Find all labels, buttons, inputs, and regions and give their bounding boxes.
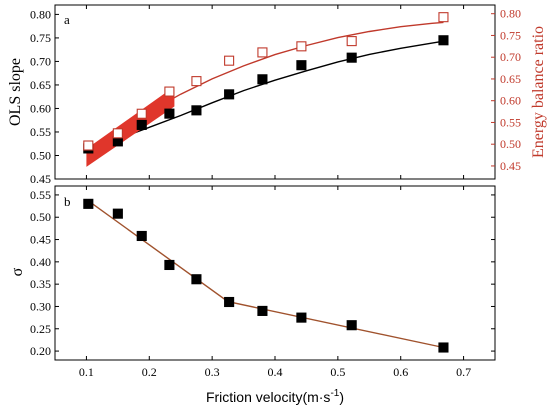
x-tick-label: 0.2 (142, 365, 157, 379)
energy-balance-point (438, 12, 449, 23)
y-tick-label: 0.30 (30, 299, 51, 313)
y-tick-label: 0.40 (30, 255, 51, 269)
ols-slope-point (296, 60, 307, 71)
y-tick-label: 0.45 (30, 233, 51, 247)
ols-slope-point (224, 89, 235, 100)
panel-a-fit-lines (86, 21, 444, 154)
panel-a-frame (54, 4, 496, 180)
y2-tick-label: 0.50 (500, 137, 521, 151)
energy-balance-point (224, 55, 235, 66)
energy-balance-point (191, 76, 202, 87)
energy-balance-point (296, 41, 307, 52)
x-tick-label: 0.5 (330, 365, 345, 379)
y-tick-label: 0.55 (30, 188, 51, 202)
y-tick-label: 0.45 (30, 172, 51, 186)
y2-tick-label: 0.65 (500, 72, 521, 86)
energy-balance-point (136, 108, 147, 119)
panel-a-ylabel: OLS slope (7, 58, 24, 126)
sigma-point (191, 274, 202, 285)
ols-slope-point (191, 105, 202, 116)
sigma-point (164, 259, 175, 271)
x-tick-label: 0.7 (456, 365, 471, 379)
y2-tick-label: 0.70 (500, 50, 521, 64)
y-tick-label: 0.70 (30, 54, 51, 68)
panel-a-letter: a (64, 12, 70, 27)
energy-balance-point (346, 36, 357, 47)
y-tick-label: 0.55 (30, 125, 51, 139)
energy-balance-point (257, 47, 268, 58)
energy-balance-highlight-band (86, 86, 175, 167)
sigma-point (136, 230, 147, 242)
x-axis-label-sup: -1 (330, 388, 339, 399)
panel-b-y-ticks: 0.20 0.25 0.30 0.35 0.40 0.45 0.50 0.55 (30, 188, 495, 358)
y-tick-label: 0.50 (30, 210, 51, 224)
sigma-point (346, 320, 357, 331)
ols-slope-point (346, 52, 357, 63)
panel-a-y2-ticks: 0.45 0.50 0.55 0.60 0.65 0.70 0.75 0.80 (491, 7, 521, 173)
panel-b-fit-lines (85, 198, 444, 349)
energy-balance-fit-line (86, 21, 444, 154)
x-tick-label: 0.3 (205, 365, 220, 379)
y-tick-label: 0.60 (30, 101, 51, 115)
y2-tick-label: 0.80 (500, 7, 521, 21)
y-tick-label: 0.75 (30, 31, 51, 45)
y2-tick-label: 0.75 (500, 28, 521, 42)
x-tick-label: 0.6 (393, 365, 408, 379)
panel-a-y2label: Energy balance ratio (530, 26, 547, 158)
y-tick-label: 0.25 (30, 322, 51, 336)
panel-b-letter: b (64, 194, 71, 209)
panel-b-points (83, 198, 449, 353)
sigma-point (296, 312, 307, 323)
energy-balance-point (83, 140, 94, 151)
panel-a: 0.45 0.50 0.55 0.60 0.65 0.70 0.75 0.80 0.45 0.5… (7, 4, 547, 186)
y-tick-label: 0.80 (30, 7, 51, 21)
sigma-point (438, 342, 449, 353)
ols-slope-point (257, 74, 268, 85)
x-tick-label: 0.1 (79, 365, 94, 379)
sigma-point (112, 208, 123, 219)
panel-b: 0.1 0.2 0.3 0.4 0.5 0.6 0.7 0.200.250.300.350.… (9, 185, 496, 379)
panel-a-points (83, 12, 449, 154)
energy-balance-point (112, 128, 123, 139)
energy-balance-point (164, 86, 175, 97)
ols-slope-point (136, 119, 147, 130)
ols-slope-fit-line (86, 40, 444, 152)
ols-slope-point (164, 108, 175, 119)
panel-a-x-ticks (85, 5, 465, 179)
x-axis-label-close: ) (339, 389, 344, 405)
panel-b-x-ticks: 0.1 0.2 0.3 0.4 0.5 0.6 0.7 (79, 186, 471, 379)
y-tick-label: 0.35 (30, 277, 51, 291)
panel-a-y-ticks: 0.45 0.50 0.55 0.60 0.65 0.70 0.75 0.80 (30, 7, 59, 186)
y-tick-label: 0.20 (30, 344, 51, 358)
y2-tick-label: 0.55 (500, 115, 521, 129)
sigma-point (257, 305, 268, 316)
ols-slope-point (438, 35, 449, 46)
x-tick-label: 0.4 (268, 365, 283, 379)
panel-a-highlight (86, 86, 175, 167)
y-tick-label: 0.65 (30, 78, 51, 92)
sigma-point (83, 198, 94, 209)
y2-tick-label: 0.45 (500, 159, 521, 173)
sigma-fit-line (85, 198, 444, 349)
x-axis-label: Friction velocity(m·s-1) (206, 388, 344, 405)
y-tick-label: 0.50 (30, 148, 51, 162)
x-axis-label-main: Friction velocity(m·s (206, 389, 330, 405)
panel-b-ylabel: σ (9, 267, 26, 276)
sigma-point (224, 296, 235, 308)
y2-tick-label: 0.60 (500, 94, 521, 108)
